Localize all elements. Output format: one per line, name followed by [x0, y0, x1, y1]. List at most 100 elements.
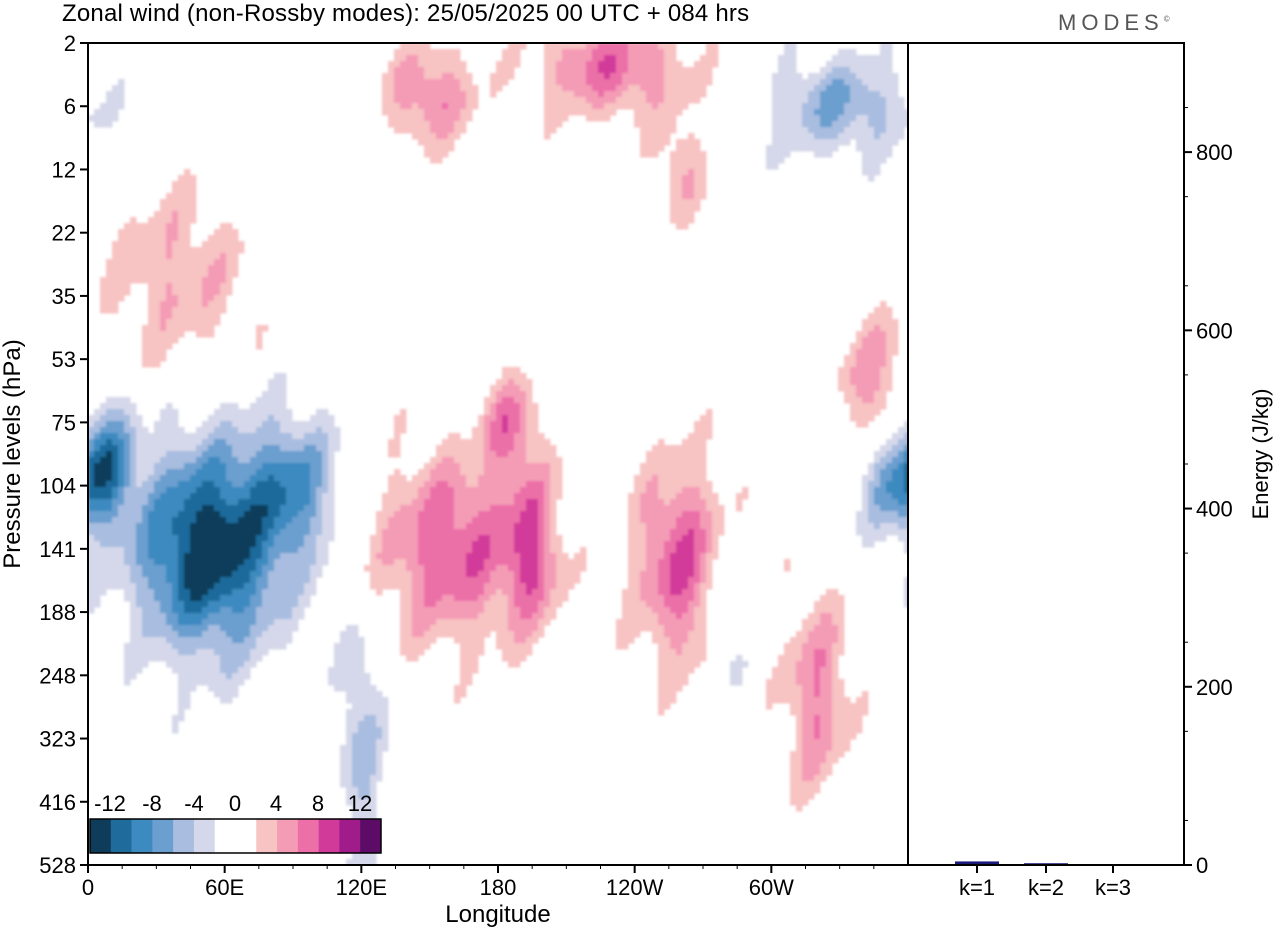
heatmap-cell	[292, 463, 299, 470]
heatmap-cell	[394, 109, 401, 116]
heatmap-cell	[850, 73, 857, 80]
heatmap-cell	[454, 637, 461, 644]
heatmap-cell	[688, 193, 695, 200]
heatmap-cell	[208, 301, 215, 308]
heatmap-cell	[808, 145, 815, 152]
heatmap-cell	[124, 439, 131, 446]
heatmap-cell	[646, 559, 653, 566]
heatmap-cell	[700, 595, 707, 602]
heatmap-cell	[172, 583, 179, 590]
heatmap-cell	[478, 487, 485, 494]
heatmap-cell	[250, 613, 257, 620]
heatmap-cell	[460, 649, 467, 656]
heatmap-cell	[184, 313, 191, 320]
heatmap-cell	[268, 631, 275, 638]
heatmap-cell	[670, 589, 677, 596]
heatmap-cell	[562, 61, 569, 68]
heatmap-cell	[106, 445, 113, 452]
heatmap-cell	[454, 619, 461, 626]
heatmap-cell	[436, 577, 443, 584]
heatmap-cell	[694, 157, 701, 164]
heatmap-cell	[172, 199, 179, 206]
heatmap-cell	[520, 577, 527, 584]
heatmap-cell	[172, 487, 179, 494]
heatmap-cell	[226, 613, 233, 620]
heatmap-cell	[226, 571, 233, 578]
heatmap-cell	[334, 649, 341, 656]
heatmap-cell	[208, 439, 215, 446]
heatmap-cell	[454, 535, 461, 542]
heatmap-cell	[682, 637, 689, 644]
heatmap-cell	[268, 445, 275, 452]
heatmap-cell	[604, 73, 611, 80]
heatmap-cell	[124, 247, 131, 254]
heatmap-cell	[178, 589, 185, 596]
heatmap-cell	[142, 325, 149, 332]
heatmap-cell	[838, 127, 845, 134]
heatmap-cell	[550, 127, 557, 134]
heatmap-cell	[274, 577, 281, 584]
heatmap-cell	[232, 247, 239, 254]
heatmap-cell	[454, 589, 461, 596]
heatmap-cell	[856, 97, 863, 104]
heatmap-cell	[874, 103, 881, 110]
heatmap-cell	[280, 577, 287, 584]
heatmap-cell	[886, 457, 893, 464]
heatmap-cell	[172, 493, 179, 500]
heatmap-cell	[106, 481, 113, 488]
heatmap-cell	[544, 55, 551, 62]
heatmap-cell	[436, 601, 443, 608]
heatmap-cell	[448, 451, 455, 458]
heatmap-cell	[172, 409, 179, 416]
heatmap-cell	[472, 541, 479, 548]
heatmap-cell	[784, 127, 791, 134]
heatmap-cell	[442, 55, 449, 62]
heatmap-cell	[838, 631, 845, 638]
heatmap-cell	[100, 115, 107, 122]
heatmap-cell	[406, 487, 413, 494]
heatmap-cell	[520, 475, 527, 482]
heatmap-cell	[520, 445, 527, 452]
heatmap-cell	[280, 559, 287, 566]
heatmap-cell	[226, 463, 233, 470]
heatmap-cell	[388, 61, 395, 68]
heatmap-cell	[280, 415, 287, 422]
heatmap-cell	[226, 265, 233, 272]
heatmap-cell	[676, 619, 683, 626]
heatmap-cell	[868, 505, 875, 512]
heatmap-cell	[322, 493, 329, 500]
heatmap-cell	[478, 535, 485, 542]
heatmap-cell	[304, 523, 311, 530]
heatmap-cell	[280, 511, 287, 518]
heatmap-cell	[130, 589, 137, 596]
heatmap-cell	[790, 127, 797, 134]
heatmap-cell	[298, 463, 305, 470]
heatmap-cell	[682, 607, 689, 614]
heatmap-cell	[220, 481, 227, 488]
heatmap-cell	[436, 607, 443, 614]
heatmap-cell	[820, 121, 827, 128]
heatmap-cell	[646, 619, 653, 626]
heatmap-cell	[142, 559, 149, 566]
heatmap-cell	[586, 43, 593, 50]
heatmap-cell	[196, 637, 203, 644]
heatmap-cell	[472, 511, 479, 518]
heatmap-cell	[520, 463, 527, 470]
heatmap-cell	[190, 277, 197, 284]
heatmap-cell	[220, 613, 227, 620]
heatmap-cell	[262, 493, 269, 500]
heatmap-cell	[178, 499, 185, 506]
heatmap-cell	[886, 55, 893, 62]
heatmap-cell	[232, 415, 239, 422]
heatmap-cell	[790, 643, 797, 650]
heatmap-cell	[550, 571, 557, 578]
heatmap-cell	[526, 547, 533, 554]
heatmap-cell	[388, 439, 395, 446]
heatmap-cell	[514, 625, 521, 632]
heatmap-cell	[820, 67, 827, 74]
heatmap-cell	[388, 493, 395, 500]
heatmap-cell	[154, 649, 161, 656]
heatmap-cell	[544, 115, 551, 122]
heatmap-cell	[430, 49, 437, 56]
heatmap-cell	[238, 571, 245, 578]
